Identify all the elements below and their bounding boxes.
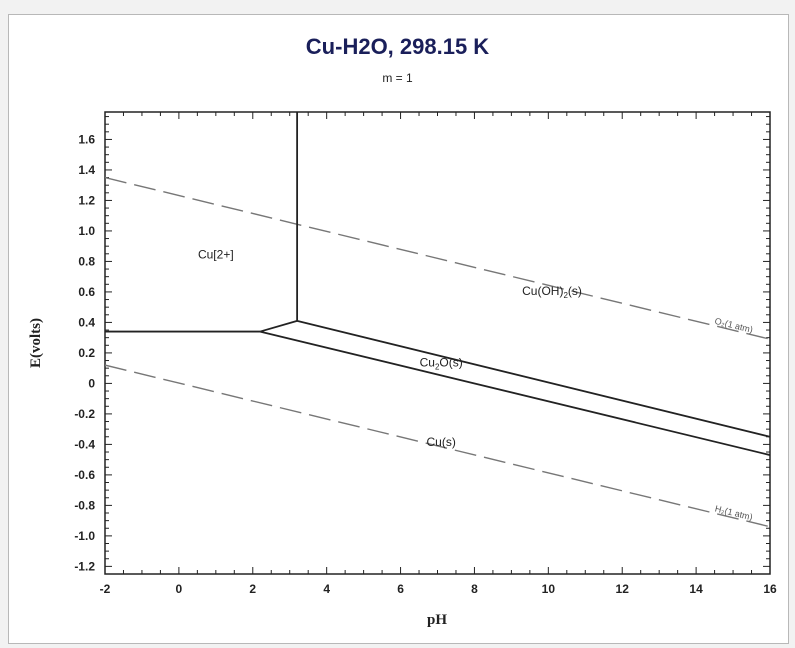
x-tick-label: 16 <box>763 582 777 596</box>
x-tick-label: 4 <box>323 582 330 596</box>
y-tick-label: -1.2 <box>74 559 95 573</box>
y-tick-label: 0.4 <box>78 315 95 329</box>
phase-boundary <box>296 320 770 438</box>
y-tick-label: 1.2 <box>78 193 95 207</box>
x-tick-label: -2 <box>100 582 111 596</box>
y-tick-label: 0.2 <box>78 346 95 360</box>
y-tick-label: -1.0 <box>74 529 95 543</box>
x-tick-label: 0 <box>176 582 183 596</box>
phase-boundary <box>259 320 298 333</box>
x-tick-label: 6 <box>397 582 404 596</box>
phase-boundaries <box>105 112 770 456</box>
y-tick-label: -0.6 <box>74 468 95 482</box>
region-label: Cu(s) <box>427 435 456 449</box>
region-label: Cu(OH)2(s) <box>522 284 582 300</box>
y-tick-label: -0.2 <box>74 407 95 421</box>
reference-line <box>105 176 770 340</box>
y-tick-label: 0 <box>88 376 95 390</box>
plot-area <box>104 111 771 575</box>
reference-line <box>105 364 770 528</box>
region-label: Cu2O(s) <box>420 356 463 372</box>
y-tick-label: 1.6 <box>78 132 95 146</box>
x-tick-label: 2 <box>249 582 256 596</box>
chart-title: Cu-H2O, 298.15 K <box>305 34 490 59</box>
chart-subtitle: m = 1 <box>382 71 413 85</box>
y-tick-label: 1.4 <box>78 163 95 177</box>
x-axis-title: pH <box>427 612 447 628</box>
y-tick-label: 0.6 <box>78 285 95 299</box>
x-tick-label: 12 <box>616 582 630 596</box>
y-axis-title: E(volts) <box>28 318 44 368</box>
axis-ticks: -2 0 2 4 6 8 10 12 14 16 -1.2 -1.0 -0.8 -0.6 -0.4 -0.2 0… <box>74 112 777 596</box>
y-tick-label: 1.0 <box>78 224 95 238</box>
y-tick-label: -0.4 <box>74 437 95 451</box>
y-tick-label: 0.8 <box>78 254 95 268</box>
x-tick-label: 10 <box>542 582 556 596</box>
y-tick-label: -0.8 <box>74 498 95 512</box>
x-tick-label: 8 <box>471 582 478 596</box>
phase-boundary <box>259 330 770 456</box>
reference-lines <box>105 176 770 528</box>
region-label: Cu[2+] <box>198 247 234 261</box>
x-tick-label: 14 <box>689 582 703 596</box>
